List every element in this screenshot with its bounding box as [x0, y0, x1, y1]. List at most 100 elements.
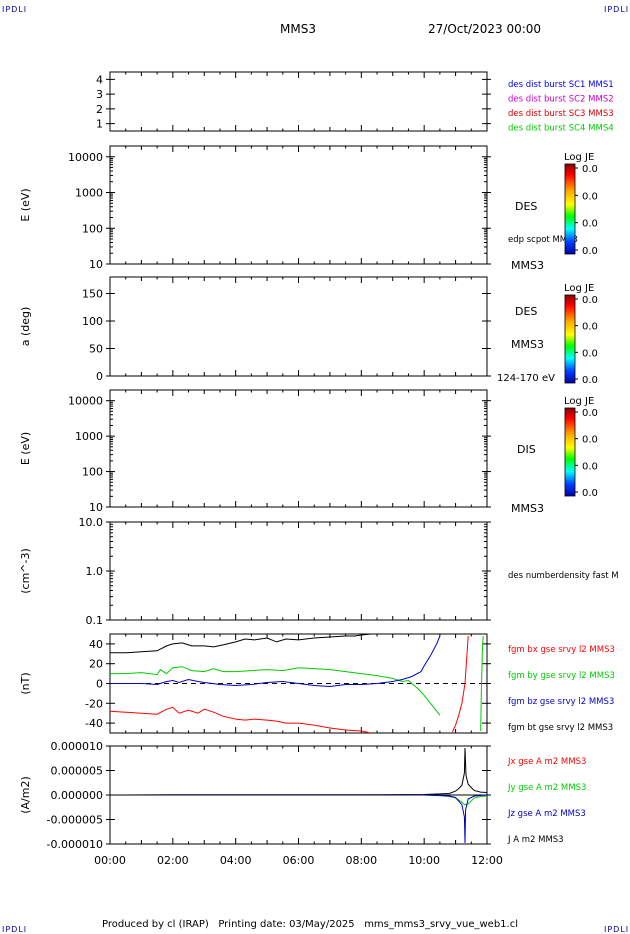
y-tick-label: 40 — [89, 638, 103, 651]
colorbar-tick-label: 0.0 — [582, 435, 598, 446]
right-label: MMS3 — [511, 502, 544, 515]
y-axis-title: E (eV) — [19, 188, 32, 221]
series-line-magnetic-field-3 — [110, 706, 371, 733]
x-tick-label: 06:00 — [283, 854, 315, 867]
y-tick-label: 1 — [96, 118, 103, 131]
y-axis-title: a (deg) — [19, 307, 32, 347]
y-tick-label: 20 — [89, 658, 103, 671]
right-label: DIS — [517, 443, 536, 456]
x-tick-label: 10:00 — [408, 854, 440, 867]
colorbar-tick-label: 0.0 — [582, 408, 598, 419]
right-label: edp scpot MMS3 — [508, 235, 578, 245]
y-tick-label: 100 — [82, 222, 103, 235]
plot-title: MMS3 — [280, 22, 316, 36]
y-tick-label: 1.0 — [86, 565, 104, 578]
right-label: des numberdensity fast M — [508, 571, 619, 581]
y-tick-label: 0.000010 — [51, 740, 104, 753]
colorbar-tick-label: 0.0 — [582, 322, 598, 333]
right-label: DES — [515, 200, 537, 213]
y-tick-label: -40 — [85, 717, 103, 730]
y-tick-label: 1000 — [75, 187, 103, 200]
y-tick-label: 0 — [96, 678, 103, 691]
y-tick-label: 100 — [82, 466, 103, 479]
y-tick-label: 10.0 — [79, 516, 104, 529]
colorbar — [564, 407, 576, 497]
corner-label-bottom-left: IPDLI — [2, 925, 28, 934]
y-axis-title: (A/m2) — [19, 776, 32, 814]
legend-entry: des dist burst SC4 MMS4 — [508, 124, 614, 134]
y-tick-label: 50 — [89, 343, 103, 356]
colorbar-title: Log JE — [564, 283, 594, 294]
colorbar-tick-label: 0.0 — [582, 461, 598, 472]
panel-frame-burst-status — [109, 71, 488, 132]
panel-frame-des-energy — [109, 145, 488, 265]
colorbar-tick-label: 0.0 — [582, 295, 598, 306]
y-tick-label: 2 — [96, 103, 103, 116]
y-tick-label: -0.000005 — [47, 814, 103, 827]
series-line-current-density-2 — [110, 747, 487, 796]
y-tick-label: 10 — [89, 258, 103, 271]
legend-entry: Jx gse A m2 MMS3 — [507, 757, 586, 767]
colorbar-tick-label: 0.0 — [582, 246, 598, 257]
right-label: 124-170 eV — [497, 373, 555, 384]
y-tick-label: 0.1 — [86, 614, 104, 627]
series-line-magnetic-field-5 — [480, 635, 484, 732]
series-line-magnetic-field-0 — [110, 634, 377, 654]
legend-entry: fgm by gse srvy l2 MMS3 — [508, 671, 615, 681]
x-tick-label: 12:00 — [471, 854, 503, 867]
x-tick-label: 02:00 — [157, 854, 189, 867]
colorbar-tick-label: 0.0 — [582, 219, 598, 230]
legend-entry: des dist burst SC3 MMS3 — [508, 109, 614, 119]
y-axis-title: (cm^-3) — [19, 548, 32, 594]
colorbar-tick-label: 0.0 — [582, 191, 598, 202]
y-tick-label: 150 — [82, 288, 103, 301]
corner-label-bottom-right: IPDLI — [604, 925, 630, 934]
corner-label-top-right: IPDLI — [604, 5, 630, 14]
x-tick-label: 04:00 — [220, 854, 252, 867]
colorbar-tick-label: 0.0 — [582, 164, 598, 175]
series-line-magnetic-field-2 — [110, 635, 441, 688]
panel-frame-density — [109, 521, 488, 621]
y-tick-label: 1000 — [75, 430, 103, 443]
y-tick-label: 100 — [82, 315, 103, 328]
right-label: DES — [515, 305, 537, 318]
y-tick-label: -20 — [85, 697, 103, 710]
y-tick-label: 10 — [89, 501, 103, 514]
y-tick-label: 10000 — [68, 151, 103, 164]
colorbar-tick-label: 0.0 — [582, 375, 598, 386]
colorbar — [564, 163, 576, 255]
legend-entry: Jz gse A m2 MMS3 — [507, 809, 586, 819]
y-tick-label: 0.000000 — [51, 789, 104, 802]
corner-label-top-left: IPDLI — [2, 5, 28, 14]
colorbar — [564, 294, 576, 384]
legend-entry: fgm bx gse srvy l2 MMS3 — [508, 645, 615, 655]
x-tick-label: 00:00 — [94, 854, 126, 867]
plot-datetime: 27/Oct/2023 00:00 — [428, 22, 542, 36]
footer-text: Produced by cl (IRAP) Printing date: 03/… — [102, 919, 519, 930]
legend-entry: J A m2 MMS3 — [507, 835, 564, 845]
y-axis-title: E (eV) — [19, 432, 32, 465]
series-line-current-density-0 — [110, 794, 487, 806]
y-tick-label: -0.000010 — [47, 838, 103, 851]
colorbar-title: Log JE — [564, 396, 594, 407]
panel-frame-dis-energy — [109, 389, 488, 508]
x-tick-label: 08:00 — [345, 854, 377, 867]
series-line-current-density-1 — [110, 794, 487, 844]
colorbar-tick-label: 0.0 — [582, 488, 598, 499]
colorbar-tick-label: 0.0 — [582, 348, 598, 359]
legend-entry: fgm bt gse srvy l2 MMS3 — [508, 723, 613, 733]
colorbar-title: Log JE — [564, 152, 594, 163]
legend-entry: Jy gse A m2 MMS3 — [507, 783, 586, 793]
series-line-magnetic-field-4 — [451, 635, 469, 733]
y-axis-title: (nT) — [19, 672, 32, 694]
y-tick-label: 4 — [96, 73, 103, 86]
y-tick-label: 10000 — [68, 395, 103, 408]
y-tick-label: 3 — [96, 88, 103, 101]
y-tick-label: 0.000005 — [51, 765, 104, 778]
panel-frame-des-pitch — [109, 276, 488, 377]
legend-entry: des dist burst SC2 MMS2 — [508, 95, 614, 105]
y-tick-label: 0 — [96, 370, 103, 383]
legend-entry: des dist burst SC1 MMS1 — [508, 80, 614, 90]
series-line-magnetic-field-1 — [110, 666, 441, 716]
